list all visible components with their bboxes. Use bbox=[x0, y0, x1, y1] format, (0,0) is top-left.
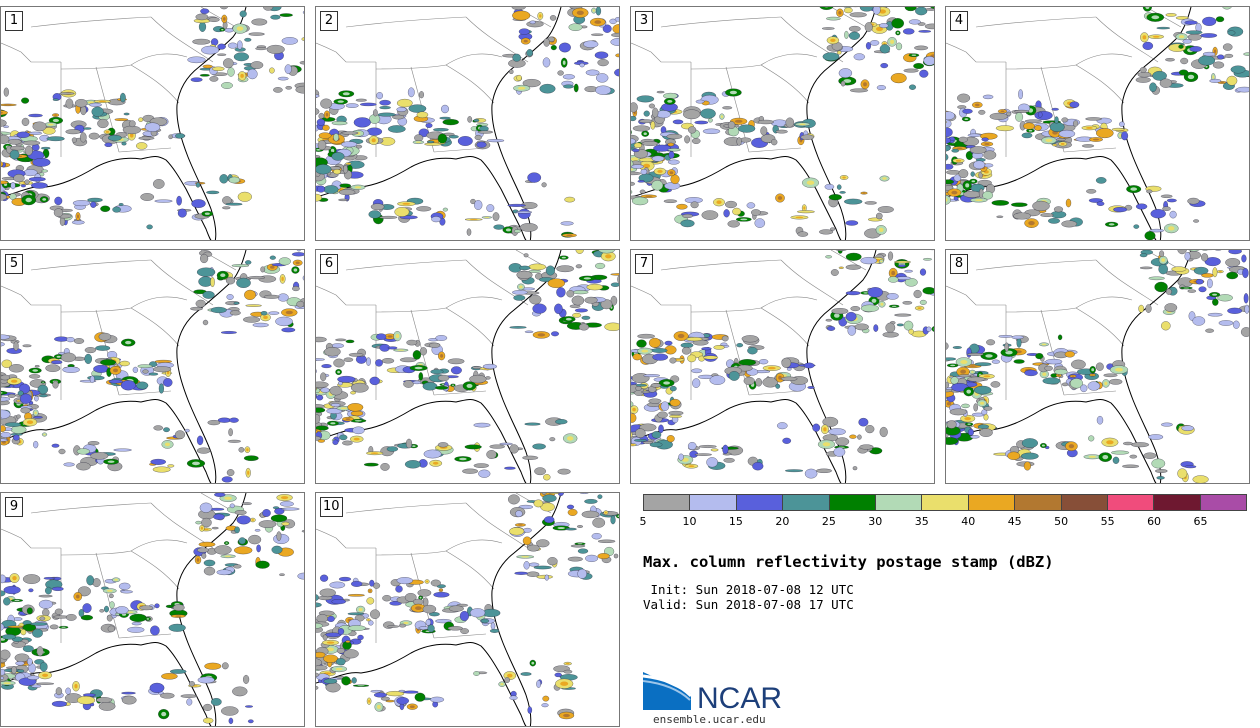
member-number-label: 4 bbox=[950, 11, 968, 31]
colorbar-tick-label: 20 bbox=[775, 515, 790, 528]
colorbar-tick-label: 65 bbox=[1193, 515, 1208, 528]
member-map bbox=[946, 7, 1249, 240]
member-number-label: 5 bbox=[5, 254, 23, 274]
colorbar-tick-label: 15 bbox=[728, 515, 743, 528]
colorbar-segment bbox=[922, 495, 969, 510]
member-map bbox=[316, 250, 619, 483]
ensemble-member-panel-3: 3 bbox=[630, 6, 935, 241]
colorbar-segment bbox=[783, 495, 830, 510]
ensemble-website-url[interactable]: ensemble.ucar.edu bbox=[653, 713, 766, 726]
ensemble-member-panel-8: 8 bbox=[945, 249, 1250, 484]
ncar-logo-icon bbox=[643, 672, 693, 710]
member-map bbox=[1, 7, 304, 240]
ensemble-member-panel-7: 7 bbox=[630, 249, 935, 484]
colorbar-tick-labels: 5 10 15 20 25 30 35 40 45 50 55 60 65 bbox=[639, 515, 1247, 529]
colorbar-tick-label: 5 bbox=[639, 515, 647, 528]
ensemble-member-panel-5: 5 bbox=[0, 249, 305, 484]
colorbar-segment bbox=[1200, 495, 1247, 510]
plot-title: Max. column reflectivity postage stamp (… bbox=[643, 553, 1054, 571]
ensemble-member-panel-1: 1 bbox=[0, 6, 305, 241]
reflectivity-colorbar bbox=[643, 494, 1247, 511]
colorbar-segment bbox=[1107, 495, 1155, 510]
colorbar-tick-label: 45 bbox=[1007, 515, 1022, 528]
colorbar-segment bbox=[644, 495, 691, 510]
member-map bbox=[1, 493, 304, 726]
colorbar-segment bbox=[1154, 495, 1201, 510]
init-time: Init: Sun 2018-07-08 12 UTC bbox=[643, 582, 854, 597]
member-map bbox=[631, 7, 934, 240]
colorbar-segment bbox=[875, 495, 923, 510]
ensemble-member-panel-4: 4 bbox=[945, 6, 1250, 241]
member-number-label: 7 bbox=[635, 254, 653, 274]
colorbar-tick-label: 10 bbox=[682, 515, 697, 528]
member-number-label: 9 bbox=[5, 497, 23, 517]
colorbar-segment bbox=[690, 495, 737, 510]
member-number-label: 1 bbox=[5, 11, 23, 31]
colorbar-tick-label: 25 bbox=[821, 515, 836, 528]
member-number-label: 10 bbox=[320, 497, 343, 517]
ncar-logo-text: NCAR bbox=[697, 682, 783, 715]
member-map bbox=[1, 250, 304, 483]
colorbar-tick-label: 35 bbox=[914, 515, 929, 528]
colorbar-segment bbox=[1061, 495, 1108, 510]
colorbar-segment bbox=[829, 495, 876, 510]
member-map bbox=[316, 493, 619, 726]
ensemble-member-panel-6: 6 bbox=[315, 249, 620, 484]
colorbar-tick-label: 30 bbox=[868, 515, 883, 528]
member-number-label: 6 bbox=[320, 254, 338, 274]
valid-time: Valid: Sun 2018-07-08 17 UTC bbox=[643, 597, 854, 612]
colorbar-segment bbox=[736, 495, 784, 510]
ensemble-member-panel-2: 2 bbox=[315, 6, 620, 241]
member-map bbox=[631, 250, 934, 483]
colorbar-tick-label: 50 bbox=[1054, 515, 1069, 528]
member-number-label: 2 bbox=[320, 11, 338, 31]
colorbar-segment bbox=[1015, 495, 1062, 510]
member-number-label: 8 bbox=[950, 254, 968, 274]
colorbar-tick-label: 60 bbox=[1147, 515, 1162, 528]
colorbar-tick-label: 55 bbox=[1100, 515, 1115, 528]
ensemble-member-panel-10: 10 bbox=[315, 492, 620, 727]
member-number-label: 3 bbox=[635, 11, 653, 31]
member-map bbox=[946, 250, 1249, 483]
ensemble-member-panel-9: 9 bbox=[0, 492, 305, 727]
member-map bbox=[316, 7, 619, 240]
colorbar-tick-label: 40 bbox=[961, 515, 976, 528]
colorbar-segment bbox=[968, 495, 1016, 510]
